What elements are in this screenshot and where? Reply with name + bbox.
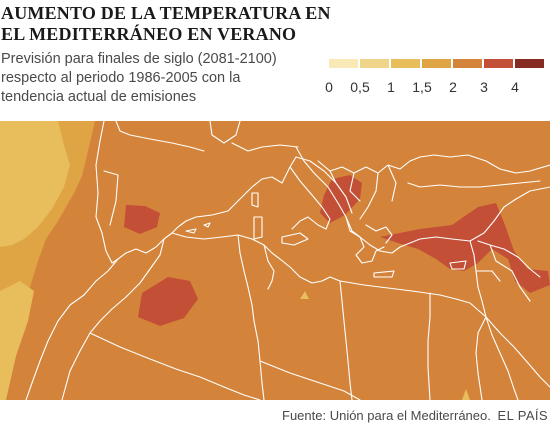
temperature-legend: 0 0,5 1 1,5 2 3 4: [325, 59, 546, 99]
border-algeria-tunisia-libya: [237, 234, 361, 400]
coast-red-sea: [475, 316, 519, 400]
coast-sicily: [281, 232, 309, 246]
coast-italy: [281, 156, 353, 230]
zone-hot-middle-east: [380, 203, 550, 293]
legend-tick-label: 4: [511, 79, 519, 95]
border-france-spain: [115, 121, 205, 152]
coast-cyprus: [449, 260, 467, 270]
zone-coolest-atlantic: [0, 121, 70, 247]
zone-hot-iberia: [124, 205, 160, 234]
legend-tick-label: 1,5: [412, 79, 432, 95]
legend-tick-labels: 0 0,5 1 1,5 2 3 4: [325, 79, 546, 99]
legend-swatch-3: [391, 59, 420, 68]
coast-sardinia: [253, 216, 263, 240]
coast-corsica: [251, 192, 259, 208]
coast-iberia-africa-west: [95, 121, 283, 264]
border-france-east: [209, 121, 241, 144]
legend-swatch-6: [484, 59, 513, 68]
border-portugal: [103, 170, 119, 226]
coast-north-africa: [171, 232, 550, 388]
zone-cooler-arabia: [462, 389, 470, 400]
legend-tick-label: 0,5: [350, 79, 370, 95]
border-italy-alps: [231, 142, 299, 152]
legend-tick-label: 0: [325, 79, 333, 95]
coast-morocco-atlantic: [25, 258, 119, 400]
publisher-brand: EL PAÍS: [497, 408, 548, 423]
coast-black-sea: [399, 154, 550, 174]
border-balkan-states: [317, 160, 401, 220]
border-algeria-morocco: [61, 238, 165, 400]
border-libya-egypt: [339, 280, 431, 400]
border-mali-niger: [89, 332, 261, 400]
legend-tick-label: 2: [449, 79, 457, 95]
zone-hot-balkans: [320, 175, 362, 223]
coast-levant: [469, 240, 487, 318]
legend-tick-label: 3: [480, 79, 488, 95]
border-syria-iraq: [475, 240, 541, 302]
legend-tick-label: 1: [387, 79, 395, 95]
coast-tunisia: [263, 244, 275, 290]
map-title: AUMENTO DE LA TEMPERATURA EN EL MEDITERR…: [1, 3, 331, 44]
coast-greece-aegean: [345, 216, 393, 264]
border-turkey: [407, 180, 541, 188]
coast-crete: [373, 270, 395, 278]
legend-swatch-4: [422, 59, 451, 68]
zone-cooler-west-africa: [0, 281, 34, 400]
coast-adriatic-balkans: [295, 146, 550, 254]
legend-swatch-2: [360, 59, 389, 68]
coast-balearic: [185, 222, 211, 234]
map-borders: [25, 121, 550, 400]
mediterranean-map: [0, 121, 550, 400]
legend-color-scale: [329, 59, 546, 68]
source-note: Fuente: Unión para el Mediterráneo.: [282, 408, 491, 423]
legend-swatch-1: [329, 59, 358, 68]
zone-cooler-libya: [300, 291, 309, 299]
legend-swatch-5: [453, 59, 482, 68]
zone-hot-algeria: [138, 277, 198, 326]
map-subtitle: Previsión para finales de siglo (2081-21…: [1, 51, 277, 105]
legend-swatch-7: [515, 59, 544, 68]
